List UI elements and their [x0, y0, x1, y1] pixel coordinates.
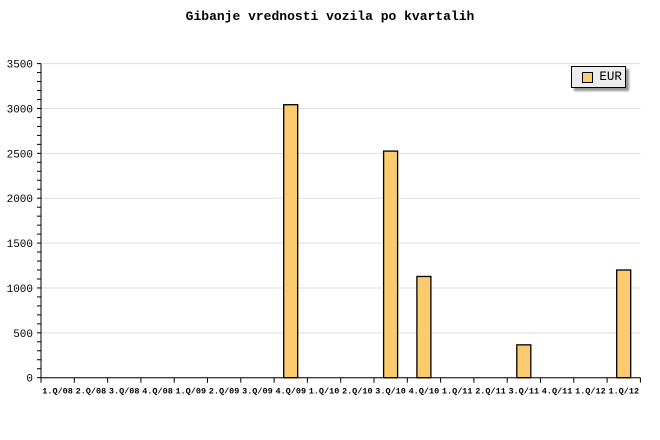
svg-text:3.Q/09: 3.Q/09: [242, 387, 273, 397]
svg-text:1.Q/11: 1.Q/11: [442, 387, 473, 397]
svg-text:1.Q/12: 1.Q/12: [608, 387, 639, 397]
svg-text:3.Q/08: 3.Q/08: [109, 387, 140, 397]
svg-text:2.Q/11: 2.Q/11: [475, 387, 506, 397]
svg-text:1.Q/08: 1.Q/08: [42, 387, 73, 397]
svg-text:1.Q/09: 1.Q/09: [175, 387, 206, 397]
svg-text:3.Q/11: 3.Q/11: [508, 387, 539, 397]
svg-text:1.Q/10: 1.Q/10: [309, 387, 340, 397]
svg-text:2.Q/09: 2.Q/09: [209, 387, 240, 397]
svg-text:1000: 1000: [7, 284, 33, 296]
svg-text:2.Q/10: 2.Q/10: [342, 387, 373, 397]
svg-text:4.Q/09: 4.Q/09: [275, 387, 306, 397]
svg-text:2.Q/08: 2.Q/08: [76, 387, 107, 397]
svg-text:2500: 2500: [7, 149, 33, 161]
svg-text:3.Q/10: 3.Q/10: [375, 387, 406, 397]
svg-text:1.Q/12: 1.Q/12: [575, 387, 606, 397]
svg-text:3000: 3000: [7, 105, 33, 117]
svg-text:3500: 3500: [7, 60, 33, 72]
svg-text:500: 500: [13, 329, 33, 341]
svg-text:4.Q/10: 4.Q/10: [409, 387, 440, 397]
svg-text:4.Q/11: 4.Q/11: [542, 387, 573, 397]
svg-text:1500: 1500: [7, 239, 33, 251]
svg-text:0: 0: [26, 374, 33, 386]
svg-text:2000: 2000: [7, 194, 33, 206]
svg-text:4.Q/08: 4.Q/08: [142, 387, 173, 397]
